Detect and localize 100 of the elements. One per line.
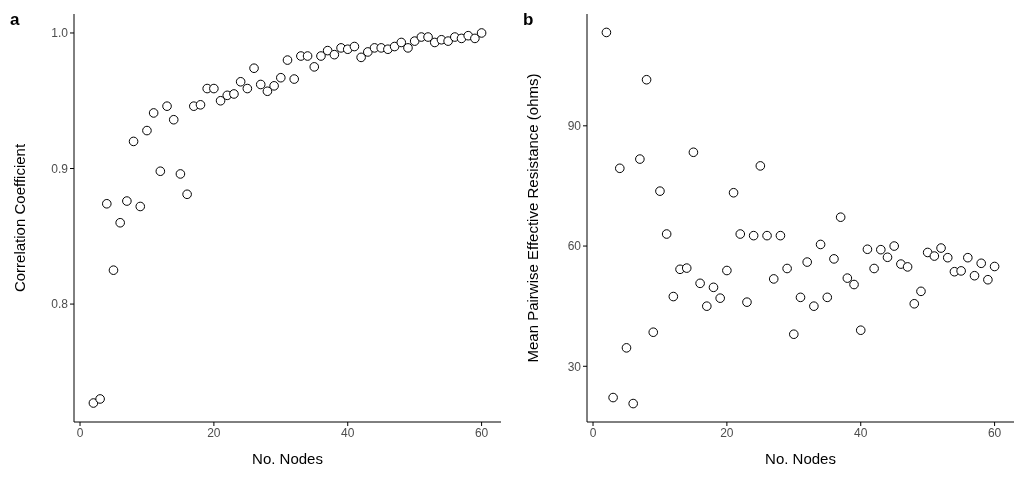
point <box>601 27 612 38</box>
point <box>396 37 407 48</box>
point <box>289 74 299 84</box>
point <box>215 95 226 106</box>
point <box>936 243 946 253</box>
point <box>209 83 219 94</box>
x-tick-label: 0 <box>76 425 84 440</box>
point <box>942 252 953 263</box>
point <box>815 239 826 250</box>
point <box>115 217 125 228</box>
y-tick-label: 1.0 <box>51 26 69 41</box>
point <box>802 257 812 267</box>
point <box>842 273 853 283</box>
chart-title: a <box>10 10 20 30</box>
point <box>342 44 353 55</box>
point <box>229 89 239 99</box>
point <box>242 83 253 94</box>
point <box>681 263 692 273</box>
x-tick-label: 20 <box>720 425 734 440</box>
point <box>262 86 273 97</box>
point <box>621 343 632 353</box>
point <box>668 291 679 302</box>
point <box>722 265 732 276</box>
point <box>748 230 759 241</box>
point <box>309 62 320 72</box>
point <box>688 147 699 158</box>
point <box>909 298 920 309</box>
point <box>182 189 192 200</box>
point <box>423 32 433 42</box>
point <box>255 79 266 90</box>
point <box>902 262 913 272</box>
point <box>329 49 340 60</box>
point <box>762 230 772 241</box>
point <box>628 398 638 409</box>
point <box>708 282 719 293</box>
x-tick-label: 20 <box>207 425 221 440</box>
point <box>302 51 313 61</box>
point <box>409 36 420 46</box>
point <box>88 398 99 408</box>
point <box>249 63 259 74</box>
y-tick-label: 0.8 <box>51 297 69 312</box>
x-tick-label: 40 <box>854 425 868 440</box>
point <box>655 186 665 196</box>
x-axis-title: No. Nodes <box>252 450 323 467</box>
point <box>869 263 879 274</box>
chart-title: b <box>523 10 534 30</box>
point <box>363 47 373 57</box>
point <box>403 43 413 53</box>
point <box>648 327 659 338</box>
point <box>276 72 286 83</box>
y-axis-title: Mean Pairwise Effective Resistance (ohms) <box>524 73 542 363</box>
point <box>614 163 625 174</box>
point <box>135 201 146 212</box>
point <box>882 252 893 263</box>
point <box>122 196 132 206</box>
point <box>829 254 839 264</box>
y-tick-label: 30 <box>567 359 582 374</box>
point <box>269 81 279 91</box>
x-tick-label: 40 <box>341 425 355 440</box>
point <box>101 198 112 209</box>
point <box>983 274 993 285</box>
point <box>976 258 987 269</box>
point <box>175 169 186 179</box>
point <box>356 52 366 63</box>
point <box>168 114 179 125</box>
x-tick-label: 60 <box>474 425 489 440</box>
point <box>349 41 360 52</box>
point <box>155 166 166 177</box>
point <box>775 230 786 241</box>
point <box>635 154 645 164</box>
point <box>728 187 739 198</box>
point <box>889 241 899 251</box>
point <box>470 33 480 44</box>
point <box>443 36 453 46</box>
point <box>108 265 119 275</box>
point <box>316 51 326 61</box>
point <box>383 44 393 55</box>
point <box>742 297 752 307</box>
point <box>969 270 980 281</box>
point <box>929 251 940 261</box>
point <box>956 266 966 276</box>
point <box>849 279 859 290</box>
y-tick-label: 0.9 <box>51 161 69 176</box>
point <box>128 136 139 147</box>
point <box>876 244 886 255</box>
point <box>789 329 799 340</box>
point <box>989 261 1000 272</box>
point <box>809 301 819 311</box>
point <box>963 252 973 263</box>
point <box>768 274 779 284</box>
point <box>782 263 792 274</box>
point <box>862 244 873 255</box>
point <box>235 76 246 87</box>
y-tick-label: 60 <box>567 239 582 254</box>
point <box>661 229 672 239</box>
point <box>476 28 487 38</box>
x-axis-title: No. Nodes <box>765 450 836 467</box>
point <box>735 229 746 239</box>
x-tick-label: 60 <box>987 425 1002 440</box>
x-tick-label: 0 <box>589 425 597 440</box>
